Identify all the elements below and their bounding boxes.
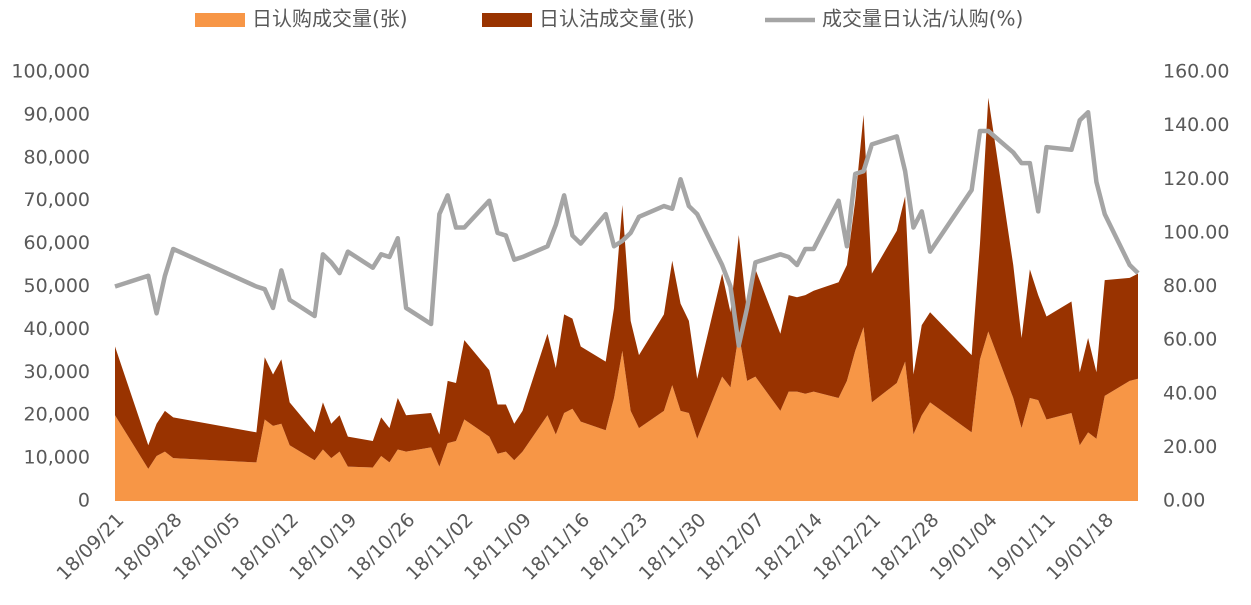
y2-tick-label: 80.00 <box>1163 275 1217 297</box>
y2-tick-label: 40.00 <box>1163 382 1217 404</box>
y-tick-label: 30,000 <box>24 361 90 383</box>
y2-tick-label: 20.00 <box>1163 436 1217 458</box>
y-tick-label: 10,000 <box>24 447 90 469</box>
y2-tick-label: 140.00 <box>1163 114 1229 136</box>
area <box>115 97 1138 469</box>
y-tick-label: 90,000 <box>24 103 90 125</box>
legend-label: 日认沽成交量(张) <box>539 7 695 31</box>
y-tick-label: 50,000 <box>24 275 90 297</box>
y2-tick-label: 100.00 <box>1163 221 1229 243</box>
legend-swatch <box>195 13 245 27</box>
y2-tick-label: 160.00 <box>1163 61 1229 83</box>
y-tick-label: 100,000 <box>11 61 90 83</box>
legend: 日认购成交量(张) 日认沽成交量(张) 成交量日认沽/认购(%) <box>195 7 1023 31</box>
line <box>114 109 1140 348</box>
y-tick-label: 80,000 <box>24 146 90 168</box>
y2-tick-label: 60.00 <box>1163 329 1217 351</box>
area <box>115 327 1138 501</box>
y-tick-label: 40,000 <box>24 318 90 340</box>
y-tick-label: 60,000 <box>24 232 90 254</box>
legend-swatch <box>482 13 532 27</box>
legend-label: 日认购成交量(张) <box>252 7 408 31</box>
legend-label: 成交量日认沽/认购(%) <box>822 7 1023 31</box>
y2-tick-label: 120.00 <box>1163 168 1229 190</box>
y-tick-label: 20,000 <box>24 404 90 426</box>
y-tick-label: 0 <box>78 490 90 512</box>
y2-tick-label: 0.00 <box>1163 490 1205 512</box>
y-tick-label: 70,000 <box>24 189 90 211</box>
